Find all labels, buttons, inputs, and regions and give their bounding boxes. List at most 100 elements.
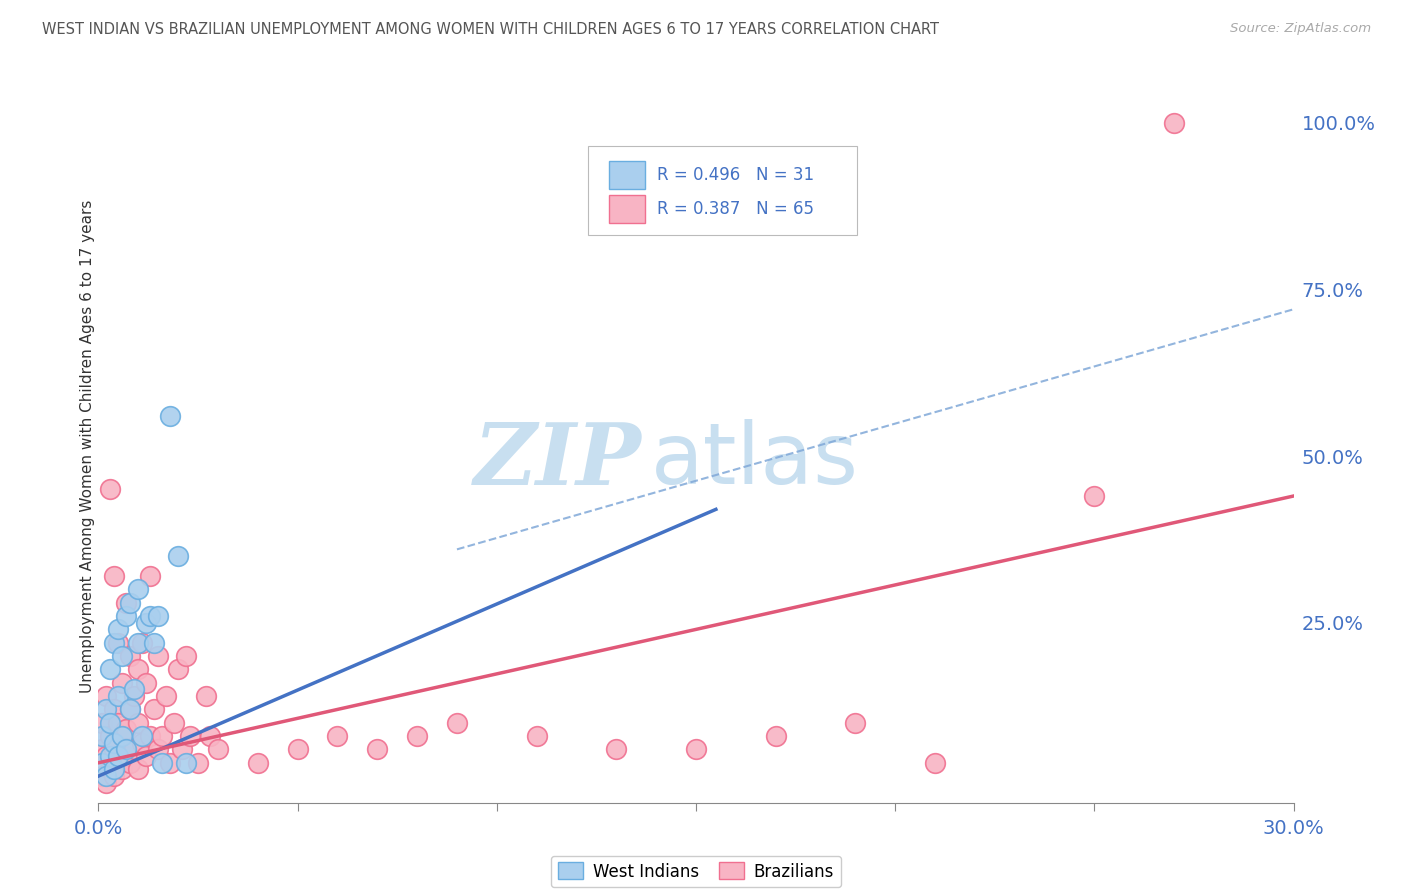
Point xyxy=(115,609,138,624)
Point xyxy=(127,715,149,730)
Point xyxy=(167,549,190,563)
Point xyxy=(526,729,548,743)
Point xyxy=(124,682,146,697)
Point xyxy=(103,742,125,756)
Point xyxy=(135,749,157,764)
Point xyxy=(139,569,162,583)
Point xyxy=(446,715,468,730)
Point xyxy=(207,742,229,756)
Point xyxy=(143,702,166,716)
Point xyxy=(131,636,153,650)
Bar xyxy=(609,194,644,223)
Point xyxy=(924,756,946,770)
Bar xyxy=(609,161,644,189)
Point xyxy=(103,636,125,650)
Point xyxy=(103,769,125,783)
Point xyxy=(103,702,125,716)
Point xyxy=(366,742,388,756)
Point xyxy=(120,702,142,716)
Point xyxy=(131,736,153,750)
Point xyxy=(120,649,142,664)
Point xyxy=(406,729,429,743)
Point xyxy=(127,582,149,597)
Point xyxy=(765,729,787,743)
Point xyxy=(195,689,218,703)
Point xyxy=(163,715,186,730)
Point xyxy=(107,756,129,770)
Point xyxy=(148,742,170,756)
Point xyxy=(96,776,118,790)
Text: WEST INDIAN VS BRAZILIAN UNEMPLOYMENT AMONG WOMEN WITH CHILDREN AGES 6 TO 17 YEA: WEST INDIAN VS BRAZILIAN UNEMPLOYMENT AM… xyxy=(42,22,939,37)
Point xyxy=(120,596,142,610)
Point xyxy=(127,763,149,777)
Text: R = 0.387   N = 65: R = 0.387 N = 65 xyxy=(657,200,814,218)
Point xyxy=(1083,489,1105,503)
Point xyxy=(150,729,173,743)
Point xyxy=(103,569,125,583)
Point xyxy=(115,749,138,764)
Text: Source: ZipAtlas.com: Source: ZipAtlas.com xyxy=(1230,22,1371,36)
Point xyxy=(148,609,170,624)
Point xyxy=(246,756,269,770)
Point xyxy=(131,729,153,743)
Point xyxy=(326,729,349,743)
Point xyxy=(135,675,157,690)
Point xyxy=(103,736,125,750)
Point xyxy=(167,662,190,676)
Point xyxy=(91,756,114,770)
Point xyxy=(91,729,114,743)
Point xyxy=(685,742,707,756)
Point xyxy=(143,636,166,650)
Point xyxy=(96,689,118,703)
Point xyxy=(287,742,309,756)
Point xyxy=(120,702,142,716)
Point xyxy=(115,596,138,610)
Point xyxy=(111,763,134,777)
Text: R = 0.496   N = 31: R = 0.496 N = 31 xyxy=(657,166,814,184)
Point xyxy=(174,649,197,664)
Point xyxy=(155,689,177,703)
Point xyxy=(96,769,118,783)
Point xyxy=(100,715,122,730)
Point xyxy=(91,769,114,783)
Point xyxy=(100,483,122,497)
Point xyxy=(150,756,173,770)
FancyBboxPatch shape xyxy=(588,146,858,235)
Text: atlas: atlas xyxy=(651,418,859,502)
Y-axis label: Unemployment Among Women with Children Ages 6 to 17 years: Unemployment Among Women with Children A… xyxy=(80,199,94,693)
Point xyxy=(91,742,114,756)
Point xyxy=(111,729,134,743)
Point xyxy=(107,636,129,650)
Point xyxy=(120,756,142,770)
Point xyxy=(91,715,114,730)
Point xyxy=(100,729,122,743)
Point xyxy=(124,689,146,703)
Text: ZIP: ZIP xyxy=(474,418,643,502)
Point xyxy=(179,729,201,743)
Point xyxy=(107,689,129,703)
Point xyxy=(148,649,170,664)
Point xyxy=(127,662,149,676)
Point xyxy=(107,749,129,764)
Point xyxy=(172,742,194,756)
Point xyxy=(1163,115,1185,129)
Point xyxy=(111,675,134,690)
Point xyxy=(115,742,138,756)
Point xyxy=(96,702,118,716)
Point xyxy=(111,729,134,743)
Point xyxy=(100,662,122,676)
Legend: West Indians, Brazilians: West Indians, Brazilians xyxy=(551,855,841,888)
Point xyxy=(198,729,221,743)
Point xyxy=(107,715,129,730)
Point xyxy=(103,763,125,777)
Point xyxy=(107,623,129,637)
Point xyxy=(100,749,122,764)
Point xyxy=(115,723,138,737)
Point xyxy=(96,749,118,764)
Point xyxy=(135,615,157,630)
Point xyxy=(124,742,146,756)
Point xyxy=(127,636,149,650)
Point xyxy=(174,756,197,770)
Point xyxy=(100,763,122,777)
Point xyxy=(139,609,162,624)
